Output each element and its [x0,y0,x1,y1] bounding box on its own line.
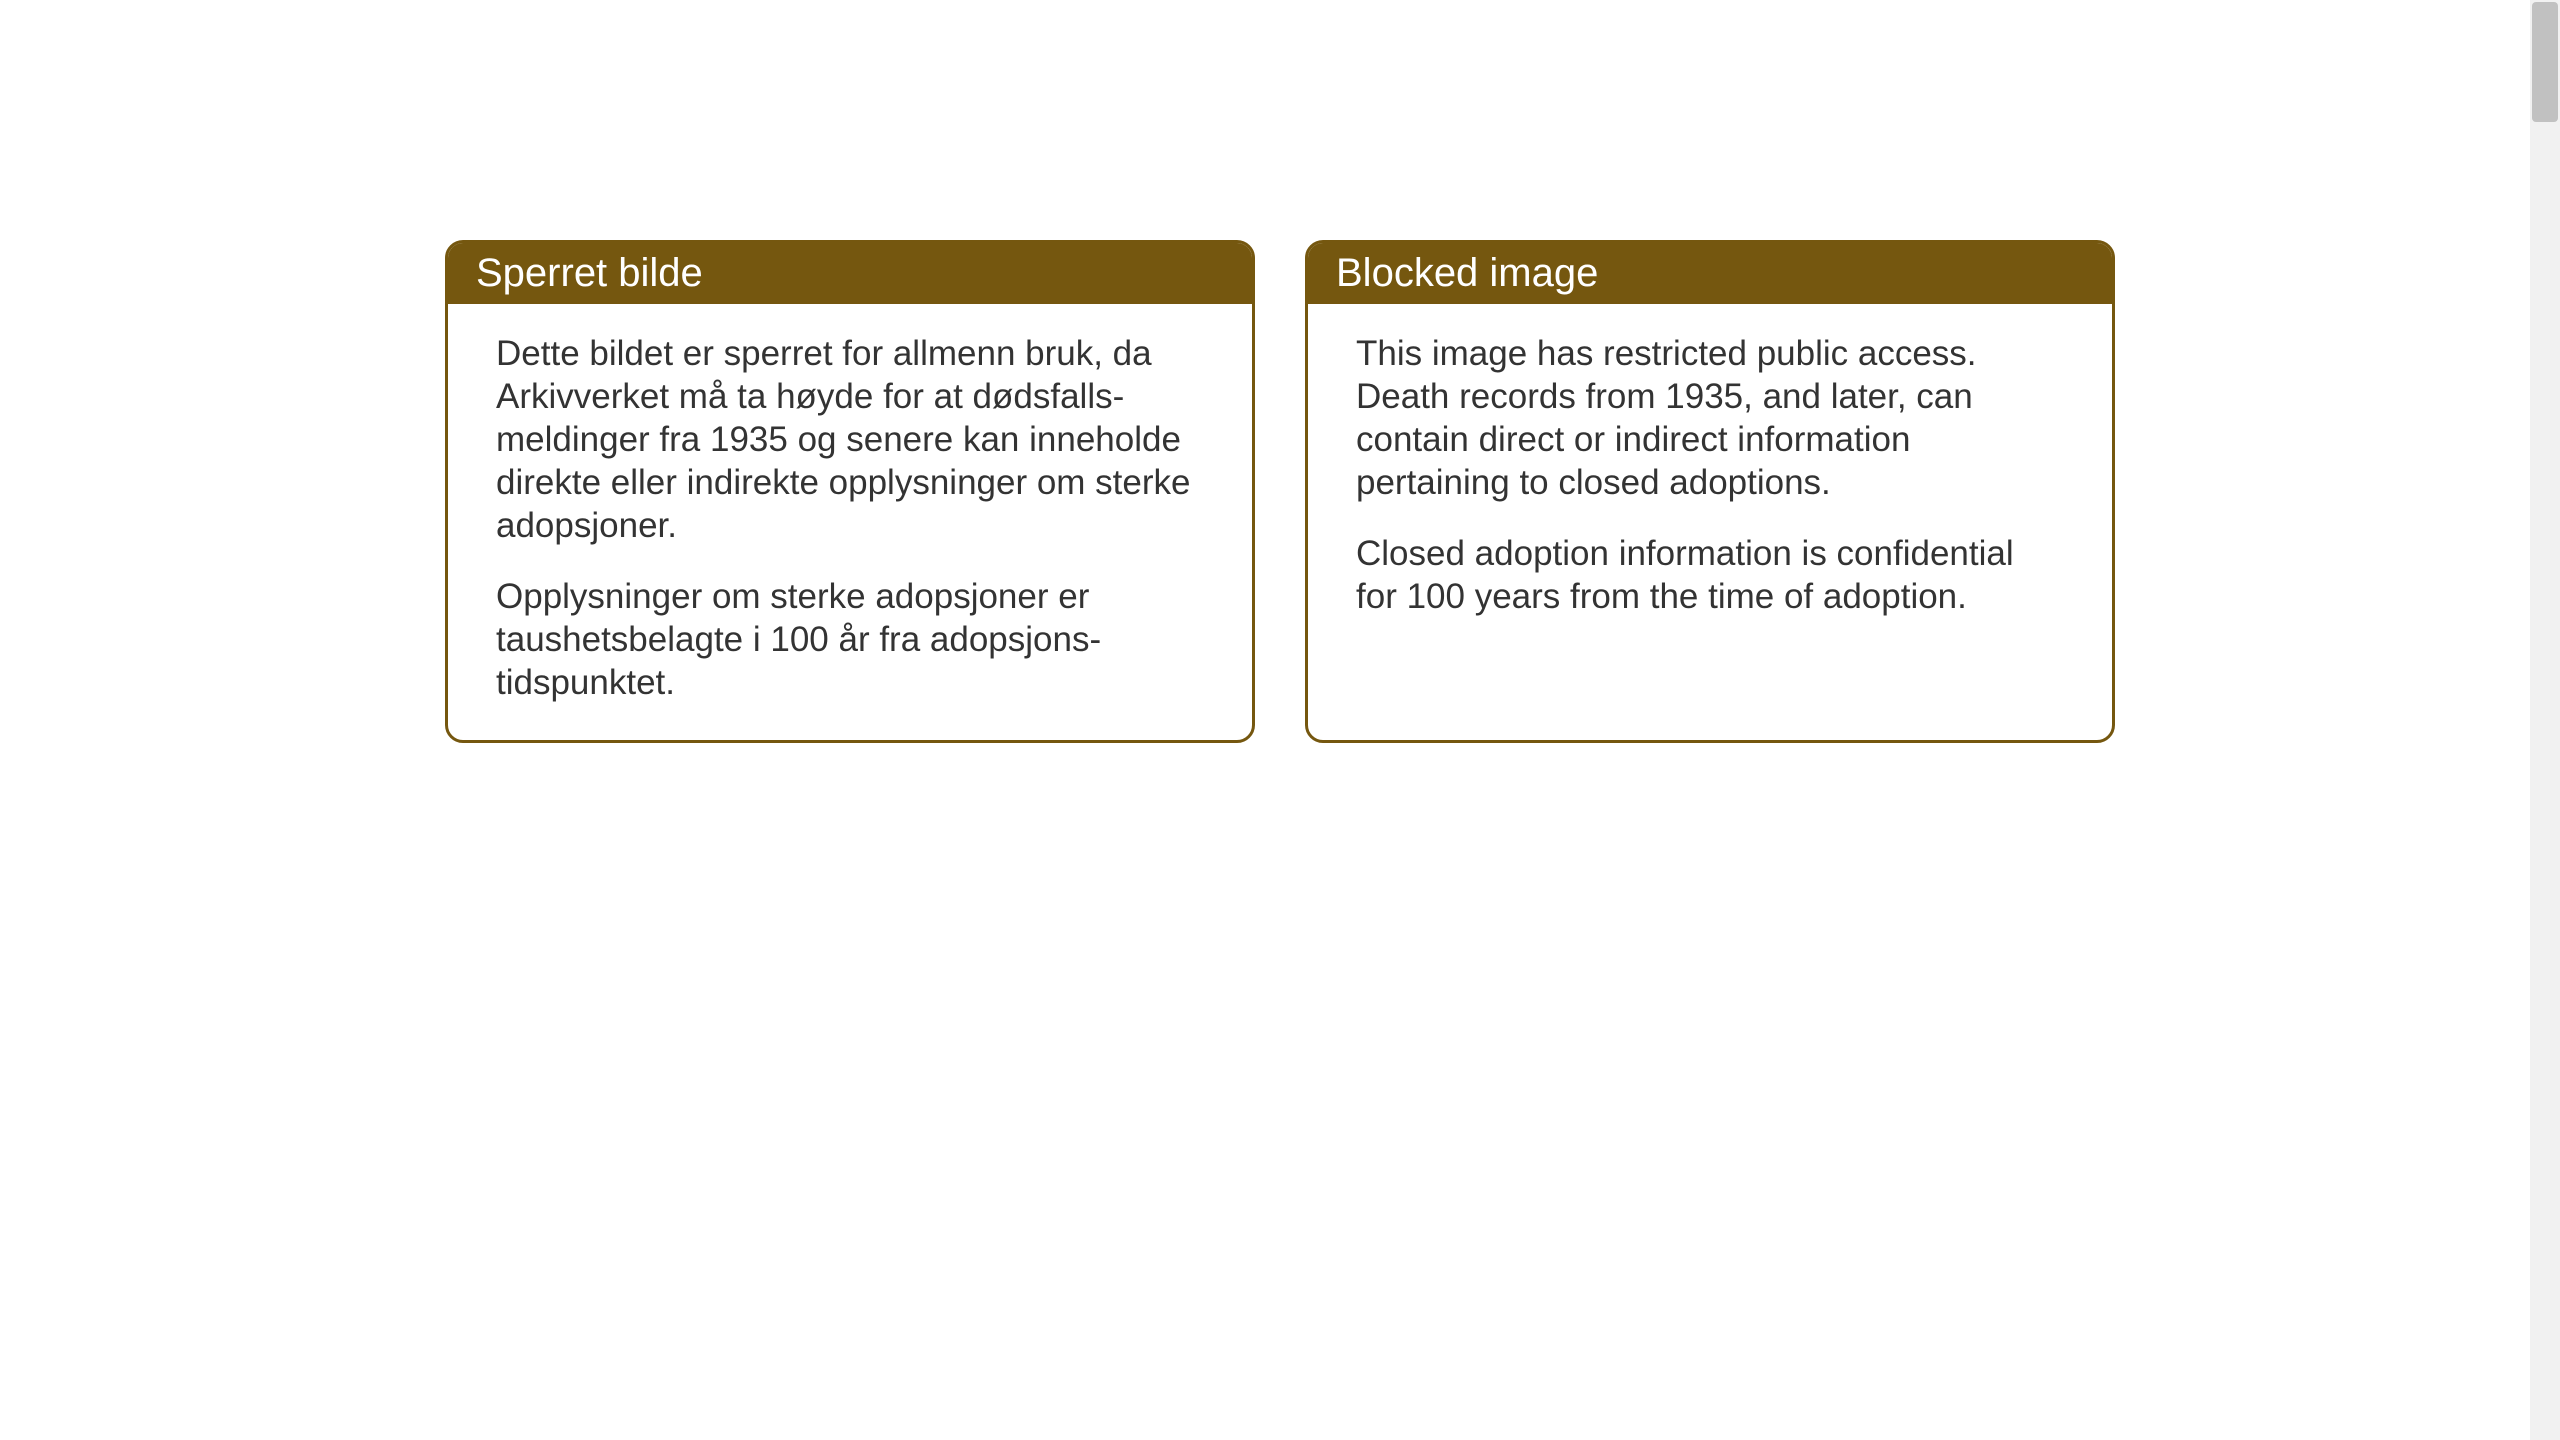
card-english-header: Blocked image [1308,243,2112,304]
scrollbar-track[interactable] [2530,0,2560,1440]
card-norwegian-body: Dette bildet er sperret for allmenn bruk… [448,304,1252,740]
card-english-paragraph-1: This image has restricted public access.… [1356,332,2064,504]
card-norwegian-title: Sperret bilde [476,251,703,295]
card-english: Blocked image This image has restricted … [1305,240,2115,743]
card-norwegian-paragraph-1: Dette bildet er sperret for allmenn bruk… [496,332,1204,547]
scrollbar-thumb[interactable] [2532,2,2558,122]
cards-container: Sperret bilde Dette bildet er sperret fo… [445,240,2115,743]
card-english-body: This image has restricted public access.… [1308,304,2112,654]
card-norwegian-header: Sperret bilde [448,243,1252,304]
card-english-title: Blocked image [1336,251,1598,295]
card-english-paragraph-2: Closed adoption information is confident… [1356,532,2064,618]
card-norwegian-paragraph-2: Opplysninger om sterke adopsjoner er tau… [496,575,1204,704]
card-norwegian: Sperret bilde Dette bildet er sperret fo… [445,240,1255,743]
